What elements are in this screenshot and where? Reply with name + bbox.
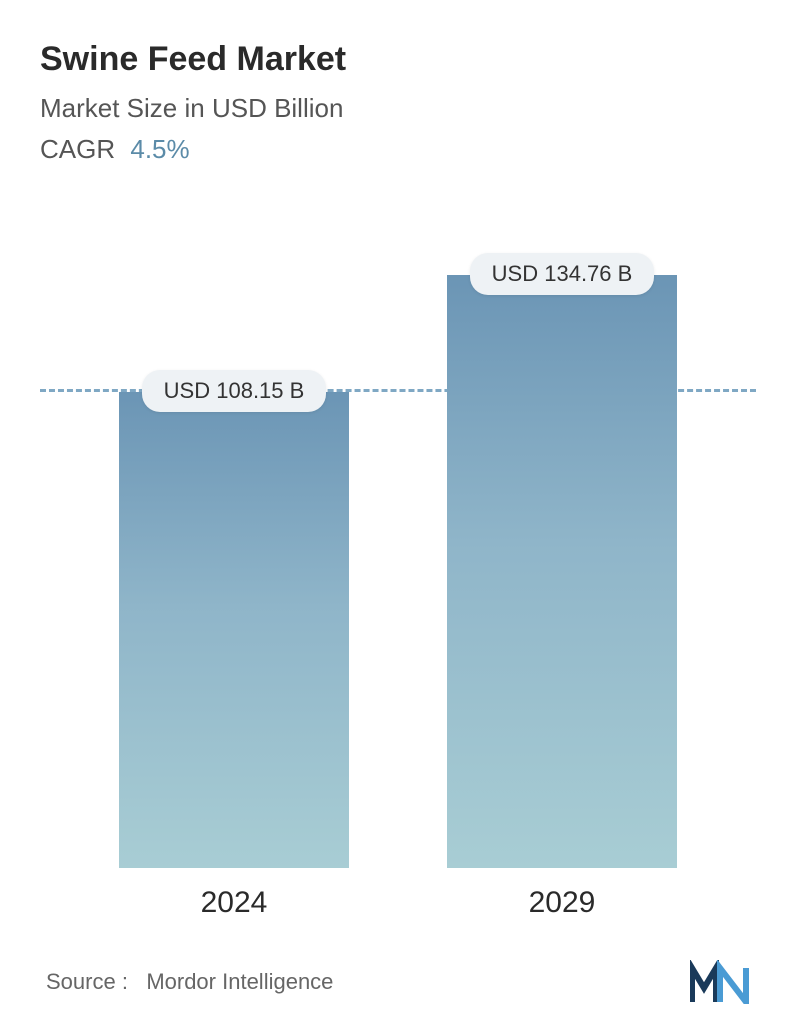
bar bbox=[447, 275, 677, 868]
bar bbox=[119, 392, 349, 868]
bars-wrapper: USD 108.15 BUSD 134.76 B bbox=[70, 195, 726, 868]
source-name: Mordor Intelligence bbox=[146, 969, 333, 994]
bar-value-label: USD 134.76 B bbox=[470, 253, 655, 295]
chart-container: Swine Feed Market Market Size in USD Bil… bbox=[0, 0, 796, 1034]
cagr-label: CAGR bbox=[40, 134, 115, 164]
x-axis-label: 2029 bbox=[422, 886, 702, 920]
chart-footer: Source : Mordor Intelligence bbox=[40, 960, 756, 1004]
source-text: Source : Mordor Intelligence bbox=[46, 969, 333, 995]
bar-group: USD 108.15 B bbox=[94, 392, 374, 868]
chart-subtitle: Market Size in USD Billion bbox=[40, 93, 756, 124]
chart-title: Swine Feed Market bbox=[40, 40, 756, 79]
x-axis-labels: 2024 2029 bbox=[70, 886, 726, 920]
mordor-logo-icon bbox=[690, 960, 750, 1004]
x-axis-label: 2024 bbox=[94, 886, 374, 920]
source-label: Source : bbox=[46, 969, 128, 994]
cagr-row: CAGR 4.5% bbox=[40, 134, 756, 165]
chart-plot-area: USD 108.15 BUSD 134.76 B bbox=[70, 195, 726, 868]
bar-value-label: USD 108.15 B bbox=[142, 370, 327, 412]
bar-group: USD 134.76 B bbox=[422, 275, 702, 868]
cagr-value: 4.5% bbox=[130, 134, 189, 164]
